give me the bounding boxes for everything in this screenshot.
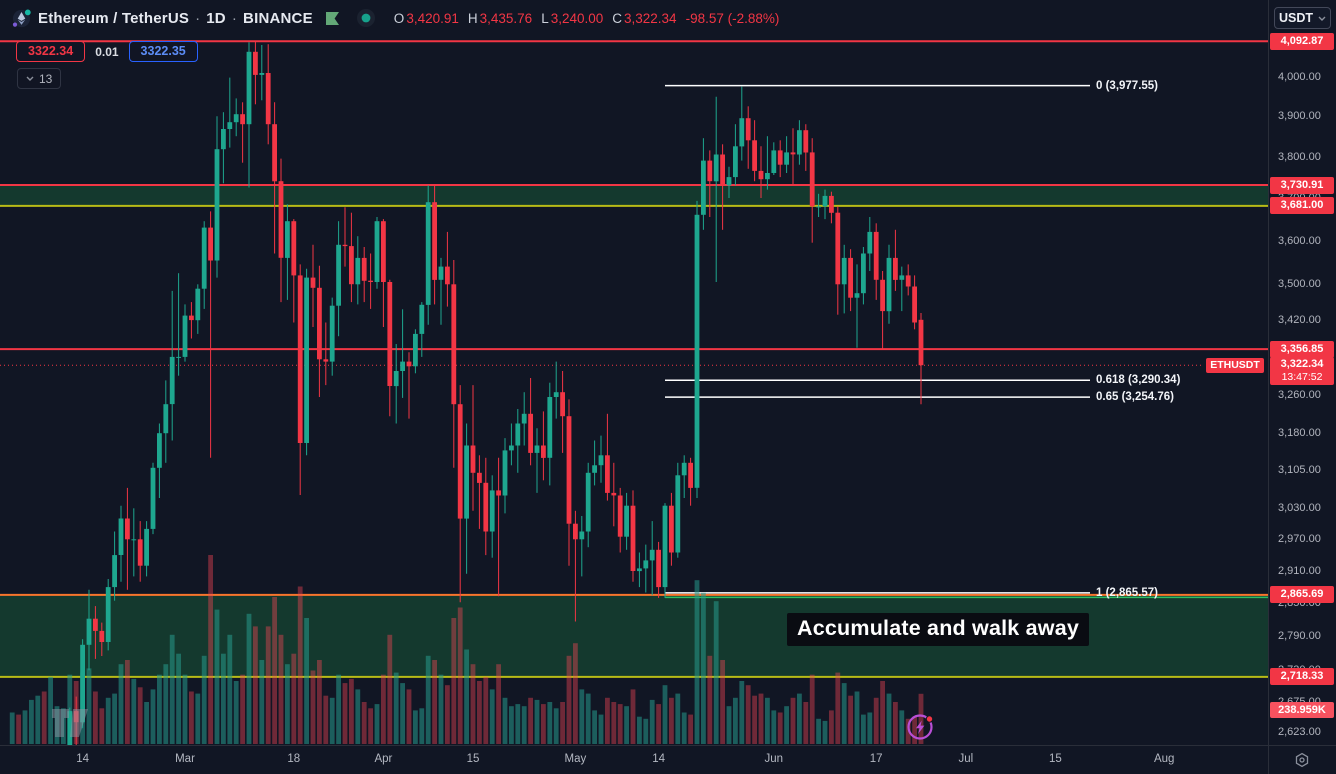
fib-level-label: 1 (2,865.57) [1096, 586, 1159, 599]
price-axis[interactable]: USDT 4,000.003,900.003,800.003,700.003,6… [1268, 0, 1336, 745]
price-tick-label: 3,180.00 [1278, 427, 1321, 440]
time-axis[interactable]: 14 Mar 18 Apr 15 May 14 Jun 17 Jul 15 Aug [0, 745, 1336, 774]
exchange-label: BINANCE [243, 9, 313, 27]
price-tick-label: 3,800.00 [1278, 150, 1321, 163]
price-tick-label: 2,910.00 [1278, 565, 1321, 577]
current-price-label: 3,322.34 13:47:52 [1270, 357, 1334, 386]
lightning-icon [916, 720, 925, 734]
notification-dot [925, 715, 934, 723]
time-tick-label: Jun [764, 753, 784, 765]
price-line-label: 2,718.33 [1270, 668, 1334, 686]
interval-button[interactable]: 1D [206, 9, 226, 27]
buy-price-button[interactable]: 3322.35 [128, 41, 198, 62]
price-tick-label: 3,900.00 [1278, 110, 1321, 123]
high-value: 3,435.76 [479, 10, 533, 26]
chart-header: Ethereum / TetherUS · 1D · BINANCE O 3,420.91… [12, 8, 779, 28]
low-value: 3,240.00 [550, 10, 604, 26]
chart-annotation: Accumulate and walk away [787, 613, 1090, 646]
change-value: -98.57 (-2.88%) [685, 10, 780, 26]
eth-logo-icon [12, 9, 31, 28]
currency-selector[interactable]: USDT [1274, 7, 1331, 29]
time-tick-label: 17 [869, 753, 883, 765]
price-line-label: 3,730.91 [1270, 176, 1334, 194]
object-count: 13 [39, 71, 53, 86]
price-tick-label: 2,970.00 [1278, 533, 1321, 546]
spread-value: 0.01 [95, 44, 119, 59]
lightning-events-button[interactable] [905, 710, 937, 745]
axis-corner-divider [1268, 746, 1269, 774]
price-line-label: 3,356.85 [1270, 340, 1334, 358]
time-tick-label: Jul [958, 753, 974, 765]
time-tick-label: 15 [466, 753, 480, 765]
price-tick-label: 3,030.00 [1278, 502, 1321, 515]
time-tick-label: 15 [1048, 753, 1062, 765]
time-tick-label: 14 [652, 753, 665, 765]
quote-bar: 3322.34 0.01 3322.35 [16, 41, 198, 62]
price-line-label: 2,865.69 [1270, 586, 1334, 604]
object-tree-toggle[interactable]: 13 [17, 68, 62, 89]
ohlc-values: O 3,420.91 H 3,435.76 L 3,240.00 C 3,322.34 … [393, 10, 780, 26]
price-tick-label: 3,420.00 [1278, 314, 1321, 327]
price-tick-label: 3,600.00 [1278, 234, 1321, 247]
price-line-label: 4,092.87 [1270, 32, 1334, 50]
close-value: 3,322.34 [624, 10, 677, 26]
volume-value-label: 238.959K [1270, 702, 1334, 718]
time-tick-label: Mar [175, 753, 195, 765]
candlestick-canvas[interactable] [0, 0, 1268, 745]
price-tick-label: 3,260.00 [1278, 388, 1321, 401]
flag-symbol-icon[interactable] [325, 11, 340, 26]
price-tick-label: 2,623.00 [1278, 726, 1321, 739]
sell-price-button[interactable]: 3322.34 [16, 41, 86, 62]
market-status-icon[interactable] [356, 8, 376, 28]
currency-label: USDT [1278, 11, 1314, 25]
symbol-price-flag: ETHUSDT [1206, 357, 1264, 373]
time-tick-label: May [564, 753, 587, 765]
time-tick-label: 18 [287, 753, 301, 765]
fib-level-label: 0.618 (3,290.34) [1096, 374, 1181, 387]
time-tick-label: Apr [374, 753, 393, 765]
replay-circle-icon [907, 714, 933, 740]
symbol-title-button[interactable]: Ethereum / TetherUS · 1D · BINANCE [38, 9, 313, 27]
price-line-label: 3,681.00 [1270, 197, 1334, 215]
fib-level-label: 0.65 (3,254.76) [1096, 391, 1175, 404]
settings-gear-icon[interactable] [1289, 751, 1315, 769]
chevron-down-icon [26, 76, 34, 81]
price-tick-label: 4,000.00 [1278, 70, 1321, 83]
price-tick-label: 3,500.00 [1278, 278, 1321, 291]
price-chart-pane[interactable]: 0 (3,977.55) 0.618 (3,290.34) 0.65 (3,254.… [0, 0, 1268, 745]
fib-level-label: 0 (3,977.55) [1096, 79, 1159, 92]
open-value: 3,420.91 [406, 10, 459, 26]
last-price: 3,322.34 [1280, 358, 1324, 371]
tradingview-logo-watermark [50, 707, 94, 744]
price-tick-label: 3,105.00 [1278, 464, 1321, 477]
time-tick-label: Aug [1153, 753, 1175, 765]
bar-countdown: 13:47:52 [1281, 371, 1323, 384]
time-tick-label: 14 [76, 753, 89, 765]
price-tick-label: 2,790.00 [1278, 630, 1321, 643]
chevron-down-icon [1318, 16, 1326, 21]
